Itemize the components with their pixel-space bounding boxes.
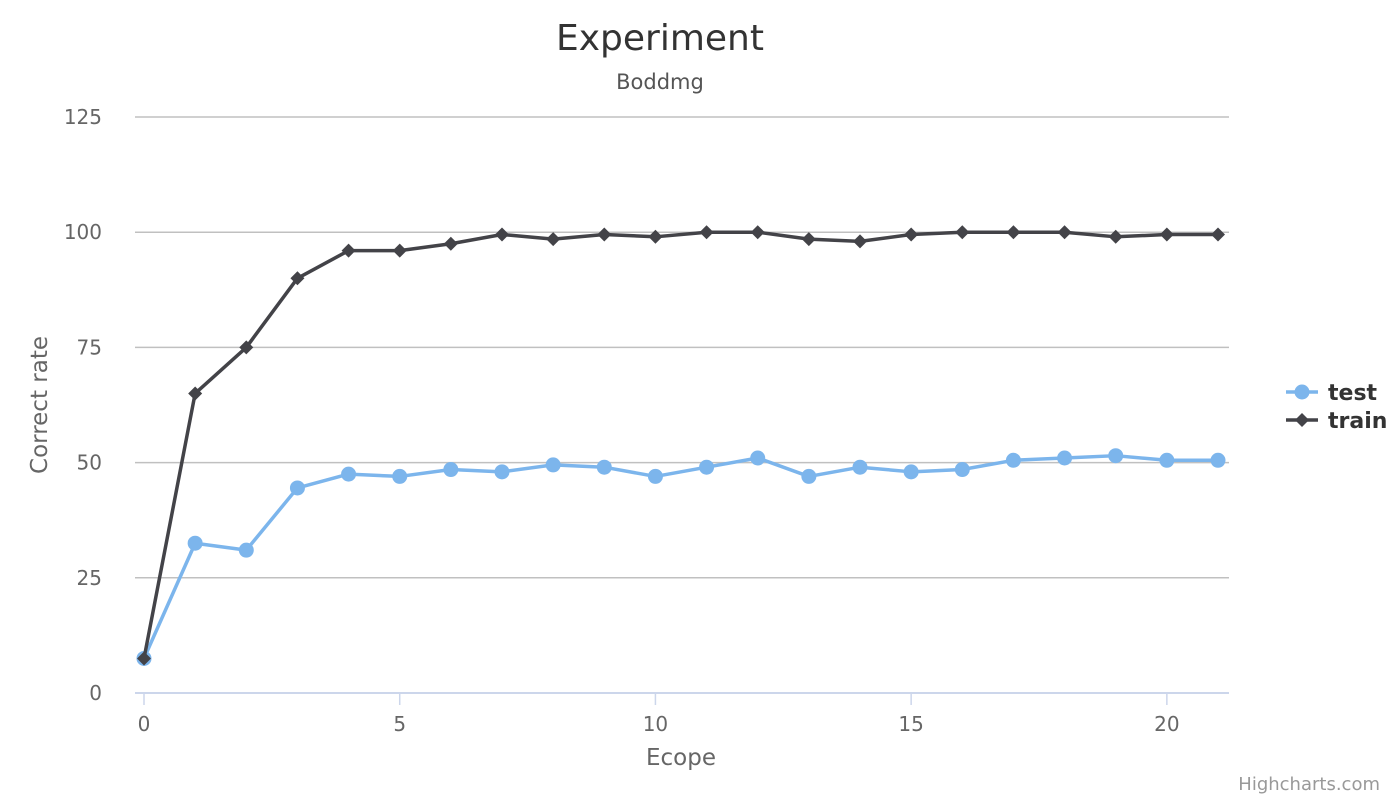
x-axis-title: Ecope bbox=[646, 745, 716, 771]
x-axis: 0 5 10 15 20 bbox=[135, 692, 1229, 736]
y-tick-label: 100 bbox=[64, 220, 102, 244]
data-point-train[interactable] bbox=[392, 243, 407, 258]
data-point-train[interactable] bbox=[648, 229, 663, 244]
y-tick-label: 0 bbox=[89, 681, 102, 705]
chart-title: Experiment bbox=[556, 18, 764, 59]
data-point-train[interactable] bbox=[546, 232, 561, 247]
data-point-train[interactable] bbox=[290, 271, 305, 286]
data-point-train[interactable] bbox=[137, 651, 151, 666]
x-tick-label: 10 bbox=[643, 712, 668, 736]
data-point-test[interactable] bbox=[647, 468, 663, 484]
data-point-test[interactable] bbox=[238, 542, 254, 558]
data-point-train[interactable] bbox=[1211, 227, 1225, 242]
data-point-train[interactable] bbox=[699, 225, 714, 240]
data-point-test[interactable] bbox=[1108, 448, 1124, 464]
x-tick-label: 5 bbox=[393, 712, 406, 736]
y-tick-label: 25 bbox=[77, 566, 102, 590]
series-train[interactable] bbox=[137, 225, 1225, 666]
legend-item-train[interactable]: train bbox=[1286, 409, 1387, 434]
x-tick-label: 15 bbox=[898, 712, 923, 736]
y-axis-title: Correct rate bbox=[27, 336, 53, 474]
data-point-train[interactable] bbox=[443, 236, 458, 251]
series-test[interactable] bbox=[136, 448, 1226, 666]
data-point-test[interactable] bbox=[852, 459, 868, 475]
data-point-train[interactable] bbox=[853, 234, 867, 249]
legend-marker bbox=[1294, 384, 1310, 400]
data-point-test[interactable] bbox=[1210, 452, 1226, 468]
data-point-train[interactable] bbox=[904, 227, 919, 242]
data-point-train[interactable] bbox=[1006, 225, 1021, 240]
data-point-test[interactable] bbox=[1159, 452, 1175, 468]
data-point-test[interactable] bbox=[903, 464, 919, 480]
data-point-train[interactable] bbox=[1108, 229, 1123, 244]
x-tick-label: 20 bbox=[1154, 712, 1179, 736]
y-axis-ticks: 0 25 50 75 100 125 bbox=[64, 105, 102, 705]
data-point-test[interactable] bbox=[1005, 452, 1021, 468]
gridlines bbox=[135, 116, 1229, 579]
data-point-test[interactable] bbox=[545, 457, 561, 473]
data-point-test[interactable] bbox=[443, 462, 459, 478]
data-point-train[interactable] bbox=[750, 225, 765, 240]
data-point-train[interactable] bbox=[239, 340, 254, 355]
data-point-test[interactable] bbox=[341, 466, 357, 482]
credits-link[interactable]: Highcharts.com bbox=[1238, 774, 1380, 795]
series-group bbox=[136, 225, 1226, 666]
data-point-test[interactable] bbox=[392, 468, 408, 484]
data-point-test[interactable] bbox=[596, 459, 612, 475]
y-tick-label: 75 bbox=[77, 335, 102, 359]
legend-label: train bbox=[1328, 409, 1387, 434]
data-point-train[interactable] bbox=[188, 386, 203, 401]
y-tick-label: 50 bbox=[77, 451, 102, 475]
legend-item-test[interactable]: test bbox=[1286, 381, 1378, 406]
data-point-test[interactable] bbox=[954, 462, 970, 478]
data-point-test[interactable] bbox=[699, 459, 715, 475]
series-line-train bbox=[142, 230, 1220, 661]
chart-subtitle: Boddmg bbox=[616, 70, 704, 94]
legend[interactable]: test train bbox=[1286, 381, 1387, 434]
data-point-train[interactable] bbox=[1159, 227, 1174, 242]
data-point-test[interactable] bbox=[187, 535, 203, 551]
y-tick-label: 125 bbox=[64, 105, 102, 129]
x-tick-label: 0 bbox=[138, 712, 151, 736]
data-point-test[interactable] bbox=[494, 464, 510, 480]
data-point-train[interactable] bbox=[1057, 225, 1072, 240]
data-point-test[interactable] bbox=[289, 480, 305, 496]
legend-label: test bbox=[1328, 381, 1378, 406]
data-point-train[interactable] bbox=[801, 232, 816, 247]
series-line-test bbox=[142, 453, 1220, 661]
legend-marker bbox=[1295, 413, 1309, 427]
data-point-train[interactable] bbox=[597, 227, 612, 242]
data-point-test[interactable] bbox=[750, 450, 766, 466]
data-point-test[interactable] bbox=[1057, 450, 1073, 466]
data-point-train[interactable] bbox=[495, 227, 509, 242]
data-point-test[interactable] bbox=[801, 468, 817, 484]
data-point-train[interactable] bbox=[341, 243, 356, 258]
data-point-train[interactable] bbox=[955, 225, 970, 240]
